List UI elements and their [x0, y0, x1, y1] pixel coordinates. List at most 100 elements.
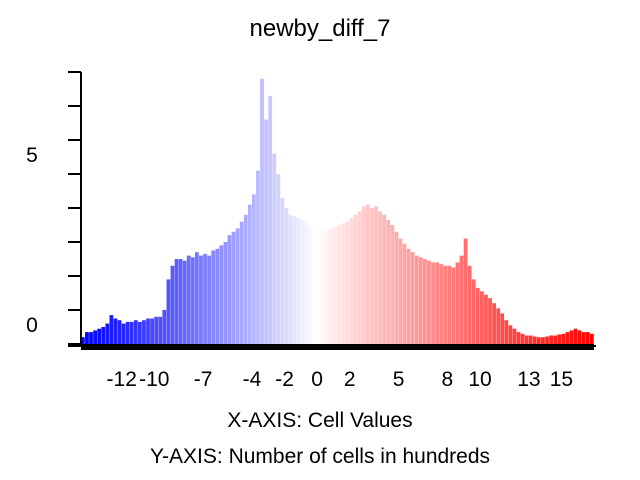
y-axis-ticks: 05 — [26, 71, 81, 345]
histogram-bar — [418, 257, 423, 344]
histogram-bar — [541, 337, 545, 344]
histogram-bar — [532, 336, 537, 344]
x-tick-label: 8 — [442, 368, 454, 391]
histogram-bar — [549, 335, 553, 344]
histogram-bar — [361, 206, 366, 344]
histogram-bar — [85, 332, 89, 344]
histogram-bar — [410, 252, 415, 344]
histogram-bar — [524, 335, 529, 344]
histogram-bar — [484, 294, 488, 344]
histogram-bar — [207, 255, 211, 344]
histogram-bar — [247, 204, 252, 344]
histogram-bar — [182, 260, 187, 344]
histogram-bar — [345, 221, 350, 344]
histogram-bar — [333, 226, 338, 344]
x-axis-ticks: -12 -10 -7 -4 -2 0 2 5 8 10 13 15 — [107, 368, 574, 391]
histogram-bar — [475, 287, 480, 344]
histogram-bar — [170, 265, 175, 344]
x-tick-label: 5 — [393, 368, 405, 391]
histogram-bar — [480, 291, 484, 344]
histogram-bar — [504, 320, 509, 344]
histogram-bar — [81, 337, 85, 344]
histogram-bar — [394, 231, 399, 344]
histogram-bar — [142, 320, 146, 344]
histogram-bar — [537, 337, 541, 344]
histogram-bar — [219, 245, 224, 344]
histogram-bar — [97, 328, 102, 344]
histogram-bar — [357, 211, 362, 344]
histogram-bar — [374, 206, 378, 344]
histogram-bar — [463, 238, 468, 344]
histogram-bar — [398, 238, 403, 344]
histogram-bar — [589, 333, 594, 344]
histogram-bar — [272, 153, 277, 344]
histogram-bar — [89, 332, 93, 344]
histogram-bar — [178, 259, 183, 344]
histogram-bar — [402, 243, 407, 344]
histogram-bar — [146, 318, 150, 344]
histogram-bar — [341, 223, 346, 344]
histogram-bar — [292, 216, 297, 344]
histogram-bar — [435, 262, 439, 344]
histogram-bar — [113, 318, 118, 344]
histogram-bar — [406, 248, 411, 344]
histogram-bar — [129, 321, 134, 344]
histogram-bar — [492, 303, 496, 344]
histogram-bar — [557, 334, 562, 344]
histogram-bar — [288, 214, 293, 344]
x-tick-label: -7 — [194, 368, 213, 391]
histogram-bar — [349, 218, 354, 344]
x-tick-label: 2 — [344, 368, 356, 391]
histogram-bar — [109, 315, 114, 344]
histogram-bar — [573, 328, 578, 344]
x-tick-label: 15 — [550, 368, 573, 391]
histogram-bar — [378, 211, 382, 344]
histogram-bar — [569, 330, 574, 344]
histogram-bar — [366, 204, 370, 344]
x-tick-label: 13 — [517, 368, 540, 391]
histogram-bar — [166, 279, 171, 344]
histogram-bar — [276, 174, 281, 344]
histogram-bar — [577, 330, 582, 344]
histogram-bar — [439, 264, 444, 344]
histogram-bar — [500, 313, 505, 344]
histogram-bar — [296, 218, 301, 344]
x-tick-label: 0 — [311, 368, 323, 391]
histogram-bar — [353, 214, 358, 344]
histogram-bar — [512, 328, 517, 344]
histogram-bar — [561, 333, 566, 344]
histogram-bar — [431, 262, 435, 344]
histogram-bar — [329, 228, 334, 344]
histogram-bar — [252, 194, 256, 344]
histogram-bar — [317, 235, 321, 344]
histogram-bar — [382, 214, 387, 344]
histogram-bar — [553, 335, 558, 344]
histogram-bar — [423, 259, 427, 344]
histogram-bar — [414, 255, 419, 344]
histogram-bar — [235, 228, 240, 344]
histogram-bar — [264, 119, 268, 344]
histogram-bar — [121, 323, 126, 344]
histogram-bar — [585, 332, 590, 344]
histogram-bar — [496, 308, 501, 344]
histogram-bar — [215, 248, 220, 344]
chart-title: newby_diff_7 — [250, 15, 391, 42]
histogram-bar — [117, 320, 122, 344]
histogram-bar — [370, 208, 374, 344]
histogram-bar — [325, 230, 330, 344]
x-tick-label: -10 — [139, 368, 169, 391]
histogram-bar — [284, 208, 289, 344]
y-axis-title: Y-AXIS: Number of cells in hundreds — [150, 445, 490, 468]
histogram-bar — [195, 252, 199, 344]
histogram-bar — [203, 253, 207, 344]
histogram-bar — [154, 316, 159, 344]
x-tick-label: -2 — [275, 368, 294, 391]
histogram-bar — [186, 255, 191, 344]
histogram-bar — [158, 316, 163, 344]
x-tick-label: 10 — [468, 368, 491, 391]
histogram-bar — [520, 333, 525, 344]
histogram-bar — [101, 327, 106, 344]
histogram-bar — [162, 310, 167, 344]
histogram-bar — [223, 242, 228, 344]
